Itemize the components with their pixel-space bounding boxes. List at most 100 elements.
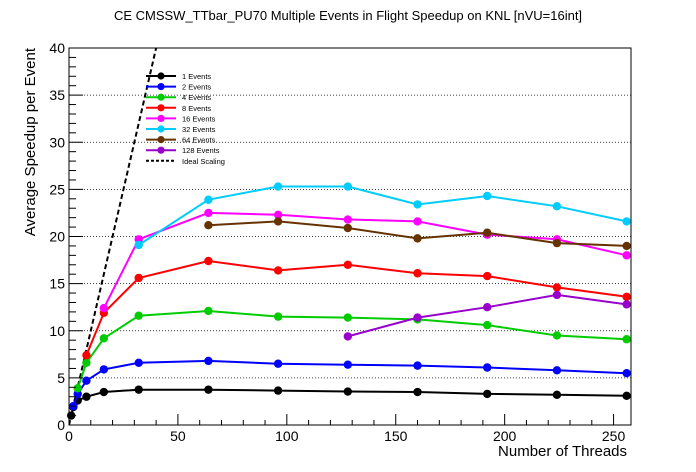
data-point xyxy=(483,363,492,372)
data-point xyxy=(552,290,562,300)
legend-label: 8 Events xyxy=(182,104,211,113)
data-point xyxy=(82,376,91,385)
legend-label: 1 Events xyxy=(182,72,211,81)
series-line xyxy=(85,259,627,356)
y-tick-label: 40 xyxy=(49,40,65,56)
chart-title: CE CMSSW_TTbar_PU70 Multiple Events in F… xyxy=(114,8,582,23)
data-point xyxy=(134,273,143,283)
data-point xyxy=(343,332,353,341)
data-point xyxy=(413,200,422,209)
legend-label: 2 Events xyxy=(182,83,211,92)
data-point xyxy=(82,358,91,367)
data-point xyxy=(273,312,283,321)
legend-label: 128 Events xyxy=(182,146,220,155)
data-point xyxy=(483,228,492,237)
data-point xyxy=(73,384,82,393)
data-point xyxy=(413,387,422,397)
y-tick-label: 20 xyxy=(49,229,65,245)
data-point xyxy=(343,182,353,191)
data-point xyxy=(99,334,109,343)
series-line xyxy=(138,185,627,246)
data-point xyxy=(134,385,143,394)
legend-label: 4 Events xyxy=(182,93,211,102)
y-tick-label: 5 xyxy=(57,370,65,386)
x-axis-title: Number of Threads xyxy=(498,443,627,460)
data-point xyxy=(413,234,422,243)
legend-marker xyxy=(157,114,165,122)
axes: 0 50 100 150 200 250 0 5 10 15 20 25 30 35 40 xyxy=(49,40,625,444)
data-point xyxy=(413,217,422,226)
y-tick-label: 30 xyxy=(49,134,65,150)
legend-marker xyxy=(157,72,165,80)
data-point xyxy=(273,266,283,275)
series-3 xyxy=(73,306,631,393)
data-point xyxy=(552,202,562,211)
legend-label: 32 Events xyxy=(182,125,216,134)
data-point xyxy=(273,182,283,191)
y-tick-label: 0 xyxy=(57,417,65,433)
data-point xyxy=(204,385,213,394)
data-point xyxy=(204,220,213,230)
y-tick-label: 10 xyxy=(49,323,65,339)
legend-marker xyxy=(157,136,165,144)
data-point xyxy=(273,359,283,368)
y-tick-label: 35 xyxy=(49,87,65,103)
legend-label: 16 Events xyxy=(182,114,216,123)
data-point xyxy=(622,368,631,378)
legend-marker xyxy=(157,125,165,133)
data-point xyxy=(483,389,492,399)
data-point xyxy=(622,335,631,344)
data-point xyxy=(134,240,143,250)
data-point xyxy=(82,392,91,401)
data-point xyxy=(204,356,213,366)
legend-marker xyxy=(157,93,165,101)
data-point xyxy=(134,311,143,320)
data-point xyxy=(204,195,213,204)
data-point xyxy=(483,320,492,330)
data-point xyxy=(273,210,283,220)
series-7 xyxy=(204,217,631,251)
data-point xyxy=(483,191,492,201)
x-tick-label: 200 xyxy=(493,428,517,444)
data-point xyxy=(622,241,631,251)
legend-marker xyxy=(157,104,165,112)
data-point xyxy=(622,292,631,302)
data-point xyxy=(552,390,562,400)
data-point xyxy=(204,306,213,316)
data-point xyxy=(413,361,422,370)
legend-label: 64 Events xyxy=(182,136,216,145)
data-point xyxy=(622,300,631,309)
data-point xyxy=(204,208,213,218)
data-point xyxy=(204,256,213,266)
data-point xyxy=(99,303,109,313)
series-2 xyxy=(69,356,631,411)
x-tick-label: 250 xyxy=(602,428,626,444)
data-point xyxy=(622,251,631,260)
x-tick-label: 50 xyxy=(170,428,186,444)
data-point xyxy=(622,217,631,226)
data-point xyxy=(413,269,422,278)
x-tick-label: 0 xyxy=(65,428,73,444)
data-point xyxy=(413,313,422,322)
data-point xyxy=(552,331,562,340)
x-tick-label: 150 xyxy=(384,428,408,444)
data-point xyxy=(273,217,283,226)
legend-marker xyxy=(157,83,165,91)
legend-label: Ideal Scaling xyxy=(182,157,225,166)
data-point xyxy=(552,366,562,375)
series-4 xyxy=(82,256,631,360)
series-8 xyxy=(343,290,631,341)
data-point xyxy=(99,365,109,374)
data-point xyxy=(343,387,353,396)
data-point xyxy=(343,313,353,322)
data-point xyxy=(343,260,353,269)
y-axis-title: Average Speedup per Event xyxy=(22,47,39,236)
legend-marker xyxy=(157,146,165,154)
data-point xyxy=(483,271,492,281)
data-point xyxy=(343,360,353,369)
series-6 xyxy=(134,182,631,250)
y-tick-label: 15 xyxy=(49,276,65,292)
